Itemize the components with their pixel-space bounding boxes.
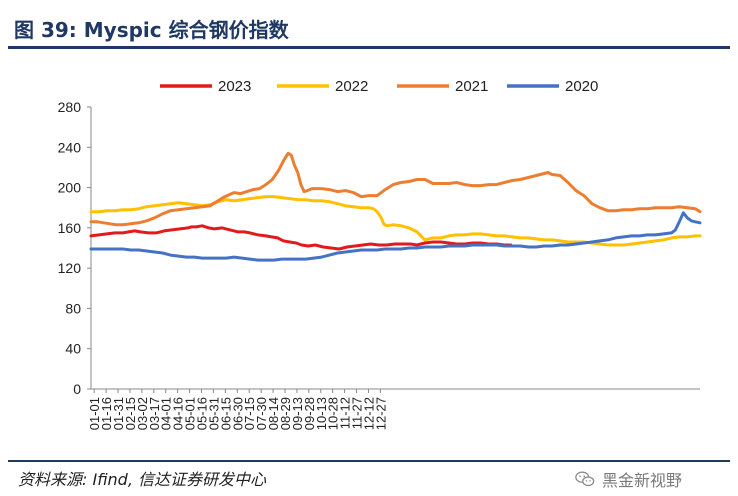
x-tick-label-09-28: 09-28 xyxy=(302,397,317,430)
x-tick-label-10-13: 10-13 xyxy=(314,397,329,430)
source-note: 资料来源: Ifind, 信达证券研发中心 xyxy=(18,470,267,489)
series-line-2021 xyxy=(89,151,702,227)
y-tick-label-80: 80 xyxy=(65,300,81,316)
x-tick-label-06-30: 06-30 xyxy=(230,397,245,430)
x-tick-label-05-01: 05-01 xyxy=(183,397,198,430)
x-tick-label-12-27: 12-27 xyxy=(373,397,388,430)
series-line-2022 xyxy=(89,195,702,247)
watermark-text: 黑金新视野 xyxy=(602,471,683,490)
y-tick-label-40: 40 xyxy=(65,341,81,357)
x-tick-label-02-15: 02-15 xyxy=(123,397,138,430)
watermark: 黑金新视野 xyxy=(574,466,682,492)
x-tick-label-07-15: 07-15 xyxy=(242,397,257,430)
legend-label-2020: 2020 xyxy=(565,78,598,95)
x-tick-label-04-16: 04-16 xyxy=(171,397,186,430)
x-tick-label-12-12: 12-12 xyxy=(361,397,376,430)
legend-label-2023: 2023 xyxy=(218,78,251,95)
x-tick-label-11-27: 11-27 xyxy=(350,397,365,429)
steel-price-line-chart: 0 40 80 120 160 200 240 280 01-0101-1601-3102-15… xyxy=(58,78,702,430)
x-tick-label-08-29: 08-29 xyxy=(278,397,293,430)
x-tick-label-01-16: 01-16 xyxy=(99,397,114,430)
x-tick-label-08-14: 08-14 xyxy=(266,397,281,430)
bottom-divider xyxy=(8,460,730,462)
x-tick-label-07-30: 07-30 xyxy=(254,397,269,430)
figure-title: 图 39: Myspic 综合钢价指数 xyxy=(14,18,289,42)
x-tick-label-10-28: 10-28 xyxy=(326,397,341,430)
y-tick-label-120: 120 xyxy=(58,260,82,276)
y-tick-label-200: 200 xyxy=(58,180,82,196)
y-tick-label-0: 0 xyxy=(73,381,81,397)
series-line-2020 xyxy=(89,211,702,262)
chart-area: 0 40 80 120 160 200 240 280 01-01 01-16 01-31 02-15… xyxy=(0,50,738,460)
x-tick-label-09-13: 09-13 xyxy=(290,397,305,430)
x-tick-label-01-31: 01-31 xyxy=(111,397,126,430)
series-line-2023 xyxy=(89,224,513,251)
x-tick-label-04-01: 04-01 xyxy=(159,397,174,430)
x-tick-label-06-15: 06-15 xyxy=(218,397,233,430)
legend-label-2022: 2022 xyxy=(335,78,368,95)
wechat-icon xyxy=(575,471,595,487)
x-tick-label-03-17: 03-17 xyxy=(147,397,162,430)
x-tick-label-05-16: 05-16 xyxy=(195,397,210,430)
y-tick-label-280: 280 xyxy=(58,99,82,115)
x-tick-label-03-02: 03-02 xyxy=(135,397,150,430)
y-tick-label-160: 160 xyxy=(58,220,82,236)
legend-label-2021: 2021 xyxy=(455,78,488,95)
x-tick-label-01-01: 01-01 xyxy=(87,397,102,430)
y-tick-label-240: 240 xyxy=(58,139,82,155)
x-tick-label-05-31: 05-31 xyxy=(206,397,221,430)
title-divider xyxy=(8,46,730,49)
x-tick-label-11-12: 11-12 xyxy=(338,397,353,429)
